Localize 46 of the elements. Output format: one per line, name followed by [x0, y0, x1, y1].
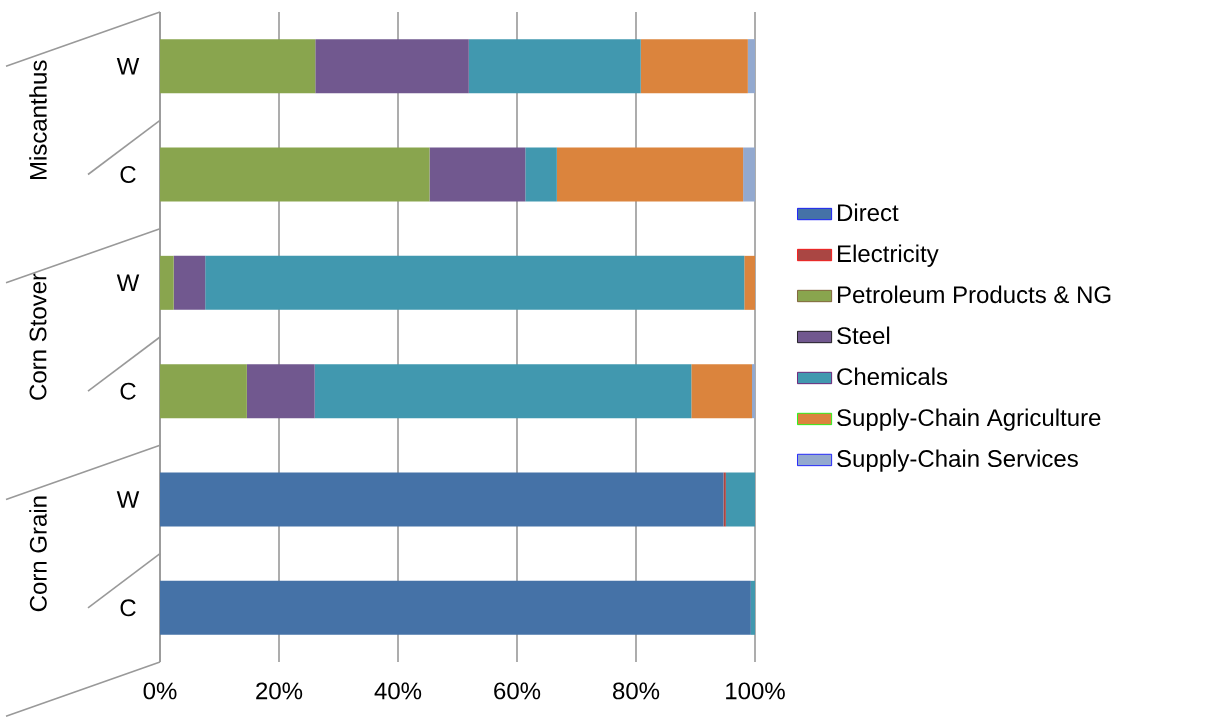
bar [691, 364, 753, 419]
bar [640, 39, 748, 94]
x-tick-label: 40% [374, 682, 422, 700]
bar [173, 255, 206, 310]
x-tick-label: 0% [143, 682, 177, 700]
bar [750, 580, 755, 635]
bar [246, 364, 315, 419]
y-tick-label: C [120, 166, 136, 183]
bar [744, 255, 755, 310]
legend-label: Chemicals [837, 367, 948, 386]
x-tick-label: 80% [613, 682, 660, 700]
text: Corn Grain [29, 496, 47, 612]
y-tick-label: W [116, 491, 140, 508]
legend-label: Petroleum Products & NG [838, 285, 1111, 304]
text: Miscanthus [29, 60, 47, 180]
bar [160, 472, 724, 527]
x-tick-label: 60% [494, 682, 541, 700]
legend-label: Direct [838, 203, 899, 222]
bar [723, 472, 726, 527]
bar [556, 147, 744, 202]
y-tick-label: C [120, 382, 136, 400]
bar [315, 39, 469, 94]
bar [205, 255, 745, 310]
y-tick-label: C [120, 599, 136, 617]
bar [468, 39, 641, 94]
legend-label: Supply-Chain Services [837, 449, 1078, 472]
legend-label: Electricity [838, 244, 939, 267]
x-tick-label: 20% [256, 682, 303, 700]
bar [160, 580, 751, 635]
legend-label: Supply-Chain Agriculture [837, 408, 1101, 431]
bar [160, 147, 430, 202]
bar [747, 39, 755, 94]
y-tick-label: W [116, 57, 140, 75]
bar [743, 147, 755, 202]
bar [429, 147, 526, 202]
bar [725, 472, 755, 527]
bar [752, 364, 755, 419]
bar [160, 39, 316, 94]
text: Corn Stover [29, 273, 47, 400]
legend-label: Steel [837, 326, 890, 345]
bar [160, 255, 174, 310]
x-tick-label: 100% [726, 682, 785, 700]
y-tick-label: W [116, 274, 140, 292]
bar [314, 364, 692, 419]
bar [160, 364, 247, 419]
bar [525, 147, 557, 202]
